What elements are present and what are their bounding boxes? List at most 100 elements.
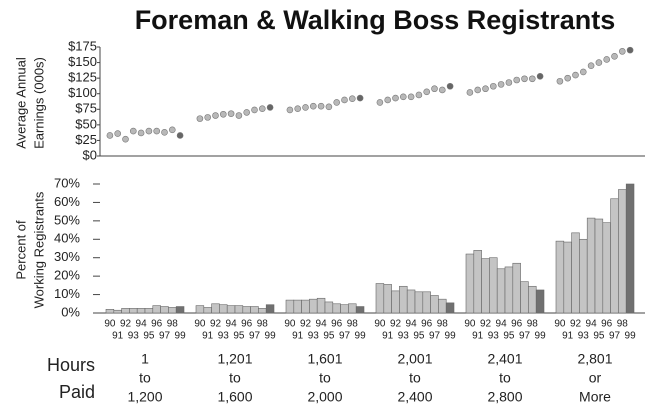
point — [556, 77, 564, 85]
x-tick-label: 96 — [601, 319, 613, 330]
x-tick-label: 99 — [265, 331, 277, 342]
y-tick-label: $25 — [75, 132, 97, 147]
x-tick-label: 92 — [390, 319, 402, 330]
bar — [355, 306, 365, 314]
group-label: 2,000 — [307, 389, 342, 405]
point — [611, 53, 618, 60]
bar — [144, 308, 154, 314]
bar — [293, 299, 302, 314]
bar — [555, 240, 565, 314]
bar — [175, 306, 185, 314]
point — [466, 89, 474, 96]
x-tick-label: 99 — [175, 331, 187, 342]
x-tick-label: 95 — [413, 331, 425, 342]
x-tick-label: 99 — [445, 331, 457, 342]
y-tick-label: 10% — [54, 286, 80, 301]
x-tick-label: 91 — [472, 331, 484, 342]
bar — [594, 218, 604, 314]
chart-title: Foreman & Walking Boss Registrants — [135, 5, 616, 35]
bar — [152, 305, 161, 314]
bar — [625, 183, 635, 314]
x-tick-label: 95 — [233, 331, 245, 342]
bar — [528, 285, 537, 314]
bar — [438, 298, 447, 314]
point — [196, 115, 204, 122]
x-tick-label: 96 — [151, 319, 163, 330]
bar — [571, 232, 580, 314]
x-tick-label: 92 — [120, 319, 132, 330]
bar — [113, 309, 122, 314]
bar — [481, 258, 490, 314]
point — [438, 86, 446, 94]
point — [392, 94, 399, 102]
point — [176, 132, 184, 139]
point — [399, 93, 407, 101]
point — [536, 72, 544, 80]
x-tick-label: 90 — [104, 319, 116, 330]
point — [145, 127, 153, 135]
group-label: to — [319, 370, 331, 386]
x-tick-label: 92 — [570, 319, 582, 330]
x-tick-label: 91 — [112, 331, 124, 342]
point — [407, 93, 415, 101]
bar — [211, 303, 220, 314]
point — [286, 106, 294, 114]
point — [258, 105, 266, 112]
x-tick-label: 96 — [241, 319, 253, 330]
y-tick-label: 0% — [61, 304, 80, 319]
x-tick-label: 93 — [398, 331, 410, 342]
bar — [512, 262, 521, 314]
y-tick-label: 40% — [54, 231, 80, 246]
bar — [309, 298, 318, 314]
point — [220, 110, 227, 118]
y-tick-label: $75 — [75, 101, 97, 116]
bar — [520, 281, 529, 314]
x-tick-label: 91 — [562, 331, 574, 342]
x-tick-label: 90 — [554, 319, 566, 330]
bar — [129, 308, 138, 314]
x-tick-label: 96 — [511, 319, 523, 330]
x-tick-label: 97 — [609, 331, 621, 342]
point — [356, 94, 364, 102]
point — [423, 88, 431, 96]
x-tick-label: 93 — [308, 331, 320, 342]
x-tick-label: 95 — [503, 331, 515, 342]
point — [474, 86, 482, 94]
x-tick-label: 93 — [218, 331, 230, 342]
point — [489, 82, 497, 90]
bar — [242, 306, 251, 314]
x-axis-label: Hours — [47, 355, 95, 375]
x-tick-label: 97 — [429, 331, 441, 342]
bar — [301, 299, 310, 314]
group-label: 2,801 — [577, 351, 612, 367]
point — [513, 76, 521, 84]
group-label: More — [579, 389, 611, 405]
group-label: to — [409, 370, 421, 386]
x-tick-label: 90 — [194, 319, 206, 330]
point — [595, 59, 603, 66]
bar — [391, 290, 400, 314]
bar — [618, 189, 627, 314]
point — [169, 126, 176, 134]
bar — [258, 308, 267, 314]
point — [587, 62, 595, 69]
group-label: 2,401 — [487, 351, 522, 367]
x-tick-label: 90 — [374, 319, 386, 330]
x-tick-label: 95 — [323, 331, 335, 342]
y-axis-label: Percent of — [13, 220, 28, 280]
x-tick-label: 94 — [406, 319, 418, 330]
x-tick-label: 97 — [519, 331, 531, 342]
y-tick-label: 50% — [54, 212, 80, 227]
point — [325, 103, 333, 111]
point — [528, 75, 536, 83]
point — [603, 56, 611, 63]
y-tick-label: $150 — [68, 54, 97, 69]
group-label: 1,601 — [307, 351, 342, 367]
bar — [316, 297, 326, 314]
x-tick-label: 96 — [421, 319, 433, 330]
point — [106, 132, 114, 139]
point — [376, 99, 384, 106]
bar — [610, 198, 619, 314]
